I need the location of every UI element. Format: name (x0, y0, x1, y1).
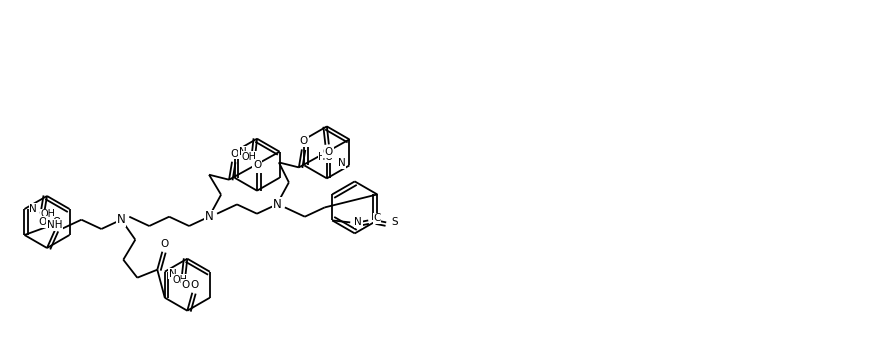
Text: O: O (160, 239, 168, 249)
Text: N: N (168, 269, 176, 279)
Text: N: N (353, 217, 361, 227)
Text: N: N (239, 147, 246, 157)
Text: O: O (190, 280, 198, 290)
Text: NH: NH (46, 220, 62, 230)
Text: S: S (391, 217, 397, 227)
Text: N: N (272, 198, 281, 211)
Text: N: N (204, 210, 213, 223)
Text: O: O (39, 217, 47, 227)
Text: OH: OH (40, 209, 55, 219)
Text: O: O (253, 160, 260, 170)
Text: OH: OH (241, 152, 256, 162)
Text: O: O (53, 217, 61, 227)
Text: O: O (299, 136, 308, 146)
Text: O: O (181, 280, 189, 290)
Text: O: O (323, 147, 331, 158)
Text: N: N (30, 204, 37, 214)
Text: N: N (338, 158, 345, 168)
Text: N: N (117, 213, 125, 226)
Text: C: C (373, 213, 380, 223)
Text: HO: HO (318, 153, 333, 163)
Text: O: O (230, 149, 238, 159)
Text: O: O (253, 160, 260, 170)
Text: O: O (324, 147, 332, 158)
Text: OH: OH (172, 275, 187, 285)
